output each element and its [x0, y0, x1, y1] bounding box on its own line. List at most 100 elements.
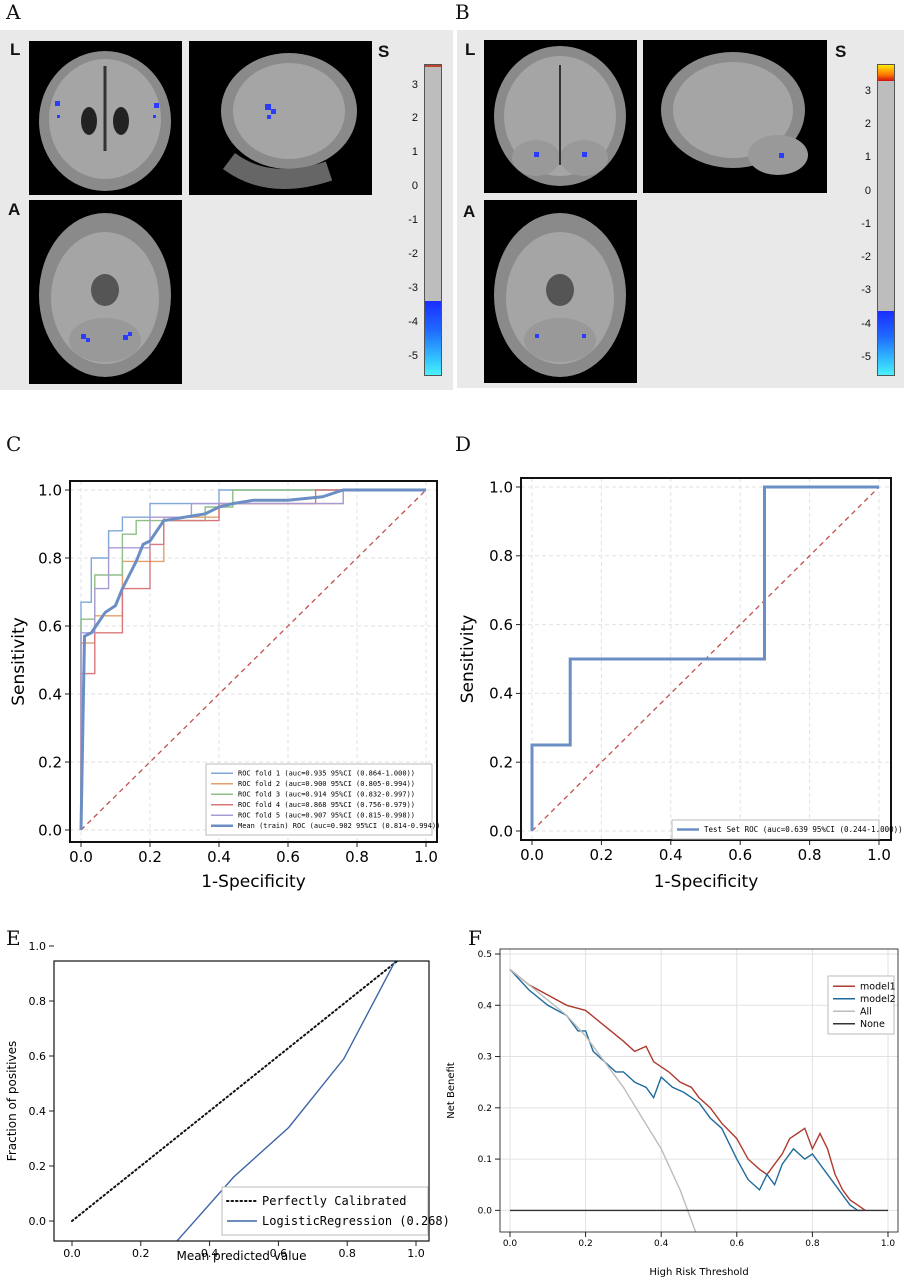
x-tick-label: 0.8 [798, 846, 822, 864]
y-tick-label: 0.2 [478, 1104, 492, 1114]
panel-letter-c: C [6, 432, 22, 456]
x-tick-label: 0.2 [589, 846, 613, 864]
colorbar-tick: -5 [861, 351, 871, 363]
roc-test-chart: 0.0 0.2 0.4 0.6 0.8 1.0 0.0 0.2 0.4 0.6 0.8 1.0 1-Sp… [458, 477, 903, 892]
y-tick-label: 0.0 [38, 821, 62, 839]
colorbar-tick: -2 [408, 248, 418, 260]
x-tick-label: 1.0 [867, 846, 891, 864]
y-axis-label: Fraction of positives [5, 1041, 19, 1161]
x-tick-label: 0.8 [345, 848, 369, 866]
x-tick-label: 0.0 [69, 848, 93, 866]
y-tick-label: 0.1 [478, 1155, 492, 1165]
calibration-chart: 0.0 0.2 0.4 0.6 0.8 1.0 0.0 0.2 0.4 0.6 0.8 1.0 Mean… [5, 940, 450, 1263]
series-group [79, 488, 427, 831]
brain-panel-a: L S A [0, 30, 453, 390]
panel-letter-d: D [455, 432, 472, 456]
y-axis-label: Sensitivity [9, 617, 29, 706]
panel-letter-f: F [468, 926, 482, 950]
series-group [509, 968, 888, 1232]
x-axis-label: 1-Specificity [201, 872, 306, 892]
x-tick-label: 0.2 [138, 848, 162, 866]
axial-slice-image [484, 200, 637, 383]
series-line-logisticregression [176, 961, 397, 1241]
axial-slice-image [29, 200, 182, 384]
x-tick-label: 0.0 [503, 1239, 518, 1249]
y-tick-label: 0.4 [478, 1001, 493, 1011]
legend-label: Mean (train) ROC (auc=0.902 95%CI (0.814… [238, 822, 440, 830]
x-tick-label: 0.0 [520, 846, 544, 864]
y-tick-label: 0.3 [478, 1053, 492, 1063]
x-tick-label: 0.0 [63, 1247, 81, 1260]
y-tick-label: 0.8 [489, 547, 513, 565]
colorbar-tick: -3 [861, 284, 871, 296]
colorbar-tick: -4 [861, 318, 871, 330]
y-tick-label: 0.4 [489, 685, 513, 703]
x-tick-label: 1.0 [881, 1239, 896, 1249]
plot-frame [69, 480, 438, 843]
y-axis-label: Net Benefit [446, 1062, 457, 1119]
panel-letter-e: E [6, 926, 21, 950]
y-tick-label: 0.8 [29, 995, 47, 1008]
x-tick-label: 0.8 [805, 1239, 820, 1249]
colorbar-b [877, 64, 895, 376]
series-line-test [530, 485, 879, 831]
x-tick-label: 0.6 [270, 1247, 288, 1260]
x-tick-label: 0.4 [654, 1239, 669, 1249]
legend-label: ROC fold 5 (auc=0.907 95%CI (0.815-0.998… [238, 812, 415, 820]
y-tick-label: 0.6 [29, 1050, 47, 1063]
y-tick-label: 1.0 [489, 478, 513, 496]
legend-label: model2 [860, 994, 896, 1005]
colorbar-tick: 2 [864, 118, 871, 130]
legend-label: ROC fold 2 (auc=0.900 95%CI (0.805-0.994… [238, 780, 415, 788]
series-group [71, 961, 399, 1241]
coronal-view-tag: L [465, 40, 476, 59]
legend-label: All [860, 1007, 872, 1018]
roc-train-chart: 0.0 0.2 0.4 0.6 0.8 1.0 0.0 0.2 0.4 0.6 0.8 1.0 1-Sp… [9, 480, 440, 892]
sagittal-slice-image [189, 41, 372, 195]
x-tick-label: 0.6 [728, 846, 752, 864]
colorbar-tick: -1 [861, 218, 871, 230]
legend-label: None [860, 1019, 885, 1030]
x-axis-label: Mean predicted value [176, 1249, 306, 1263]
y-tick-label: 0.0 [29, 1215, 47, 1228]
colorbar-tick: -3 [408, 282, 418, 294]
series-line-all [509, 968, 697, 1232]
series-line-mean [79, 488, 426, 831]
series-line-roc [80, 489, 426, 830]
colorbar-a [424, 64, 442, 376]
axial-view-tag: A [8, 200, 21, 219]
x-tick-label: 0.8 [338, 1247, 356, 1260]
x-tick-label: 1.0 [407, 1247, 425, 1260]
legend-box [221, 1186, 429, 1236]
y-tick-label: 0.6 [38, 617, 62, 635]
y-tick-label: 0.2 [38, 753, 62, 771]
colorbar-tick: -2 [861, 251, 871, 263]
colorbar-tick: 2 [411, 112, 418, 124]
legend-box [205, 763, 433, 836]
x-tick-label: 0.6 [730, 1239, 745, 1249]
colorbar-tick: 0 [864, 185, 871, 197]
y-tick-label: 0.6 [489, 616, 513, 634]
colorbar-tick: 0 [411, 180, 418, 192]
sagittal-view-tag: S [378, 42, 390, 61]
legend-label: Test Set ROC (auc=0.639 95%CI (0.244-1.0… [704, 825, 903, 834]
series-line-model1 [509, 968, 866, 1211]
colorbar-tick: 3 [864, 85, 871, 97]
legend-label: ROC fold 4 (auc=0.868 95%CI (0.756-0.979… [238, 801, 415, 809]
colorbar-tick: 1 [864, 151, 871, 163]
colorbar-tick: -5 [408, 350, 418, 362]
panel-letter-a: A [6, 0, 21, 24]
coronal-slice-image [484, 40, 637, 193]
y-tick-label: 0.4 [29, 1105, 47, 1118]
legend-box [671, 819, 880, 840]
axial-view-tag: A [463, 202, 476, 221]
x-tick-label: 1.0 [414, 848, 438, 866]
y-tick-label: 0.4 [38, 685, 62, 703]
x-tick-label: 0.6 [276, 848, 300, 866]
y-tick-label: 1.0 [29, 940, 47, 953]
colorbar-tick: -1 [408, 214, 418, 226]
x-tick-label: 0.4 [207, 848, 231, 866]
x-axis-label: High Risk Threshold [649, 1267, 748, 1278]
x-tick-label: 0.2 [578, 1239, 592, 1249]
brain-panel-b: L S A [457, 30, 904, 388]
